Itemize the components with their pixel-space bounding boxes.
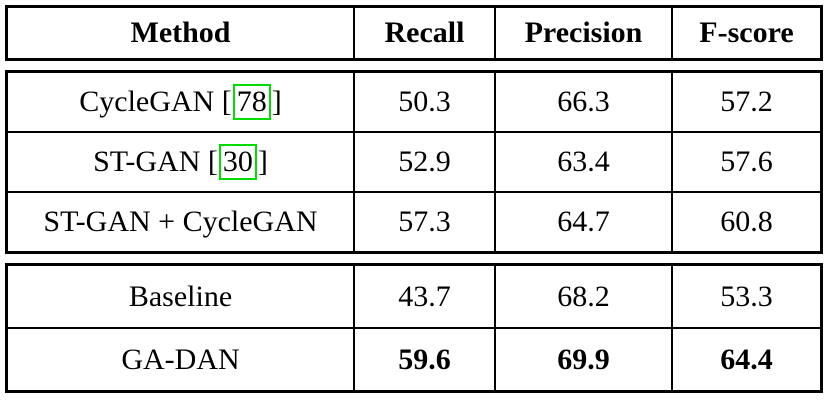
table-section-ours: Baseline 43.7 68.2 53.3 GA-DAN 59.6 69.9… [5, 263, 823, 393]
table-row-cyclegan: CycleGAN [78] 50.3 66.3 57.2 [8, 73, 820, 131]
method-cell: Baseline [8, 266, 353, 327]
citation-open-bracket: [ [200, 145, 218, 178]
table-row-gadan: GA-DAN 59.6 69.9 64.4 [8, 327, 820, 390]
fscore-value: 57.2 [671, 73, 820, 131]
method-cell: ST-GAN [30] [8, 133, 353, 191]
precision-value: 64.7 [494, 193, 671, 251]
method-label: ST-GAN [93, 145, 201, 178]
column-header-fscore: F-score [671, 8, 820, 58]
table-row-stgan: ST-GAN [30] 52.9 63.4 57.6 [8, 131, 820, 191]
precision-value: 63.4 [494, 133, 671, 191]
recall-value: 52.9 [353, 133, 494, 191]
recall-value: 50.3 [353, 73, 494, 131]
recall-value: 57.3 [353, 193, 494, 251]
table-row-baseline: Baseline 43.7 68.2 53.3 [8, 266, 820, 327]
recall-value: 59.6 [353, 329, 494, 390]
method-label: Baseline [128, 279, 233, 313]
column-header-precision: Precision [494, 8, 671, 58]
citation-open-bracket: [ [214, 85, 232, 118]
table-header-section: Method Recall Precision F-score [5, 5, 823, 61]
method-label: CycleGAN [79, 85, 215, 118]
precision-value: 69.9 [494, 329, 671, 390]
precision-value: 66.3 [494, 73, 671, 131]
precision-value: 68.2 [494, 266, 671, 327]
fscore-value: 57.6 [671, 133, 820, 191]
citation-close-bracket: ] [271, 85, 282, 118]
fscore-value: 64.4 [671, 329, 820, 390]
table-section-gan-methods: CycleGAN [78] 50.3 66.3 57.2 ST-GAN [30]… [5, 70, 823, 254]
recall-value: 43.7 [353, 266, 494, 327]
method-cell: ST-GAN + CycleGAN [8, 193, 353, 251]
citation-link-box[interactable]: 78 [232, 84, 271, 120]
citation-link-box[interactable]: 30 [218, 144, 257, 180]
citation-close-bracket: ] [257, 145, 268, 178]
results-table: Method Recall Precision F-score CycleGAN… [5, 5, 823, 402]
method-label: ST-GAN + CycleGAN [43, 205, 318, 238]
table-row-stgan-cyclegan: ST-GAN + CycleGAN 57.3 64.7 60.8 [8, 191, 820, 251]
fscore-value: 53.3 [671, 266, 820, 327]
header-row: Method Recall Precision F-score [8, 8, 820, 58]
column-header-recall: Recall [353, 8, 494, 58]
method-label: GA-DAN [121, 342, 240, 376]
column-header-method: Method [130, 16, 231, 49]
method-cell: GA-DAN [8, 329, 353, 390]
fscore-value: 60.8 [671, 193, 820, 251]
method-cell: CycleGAN [78] [8, 73, 353, 131]
